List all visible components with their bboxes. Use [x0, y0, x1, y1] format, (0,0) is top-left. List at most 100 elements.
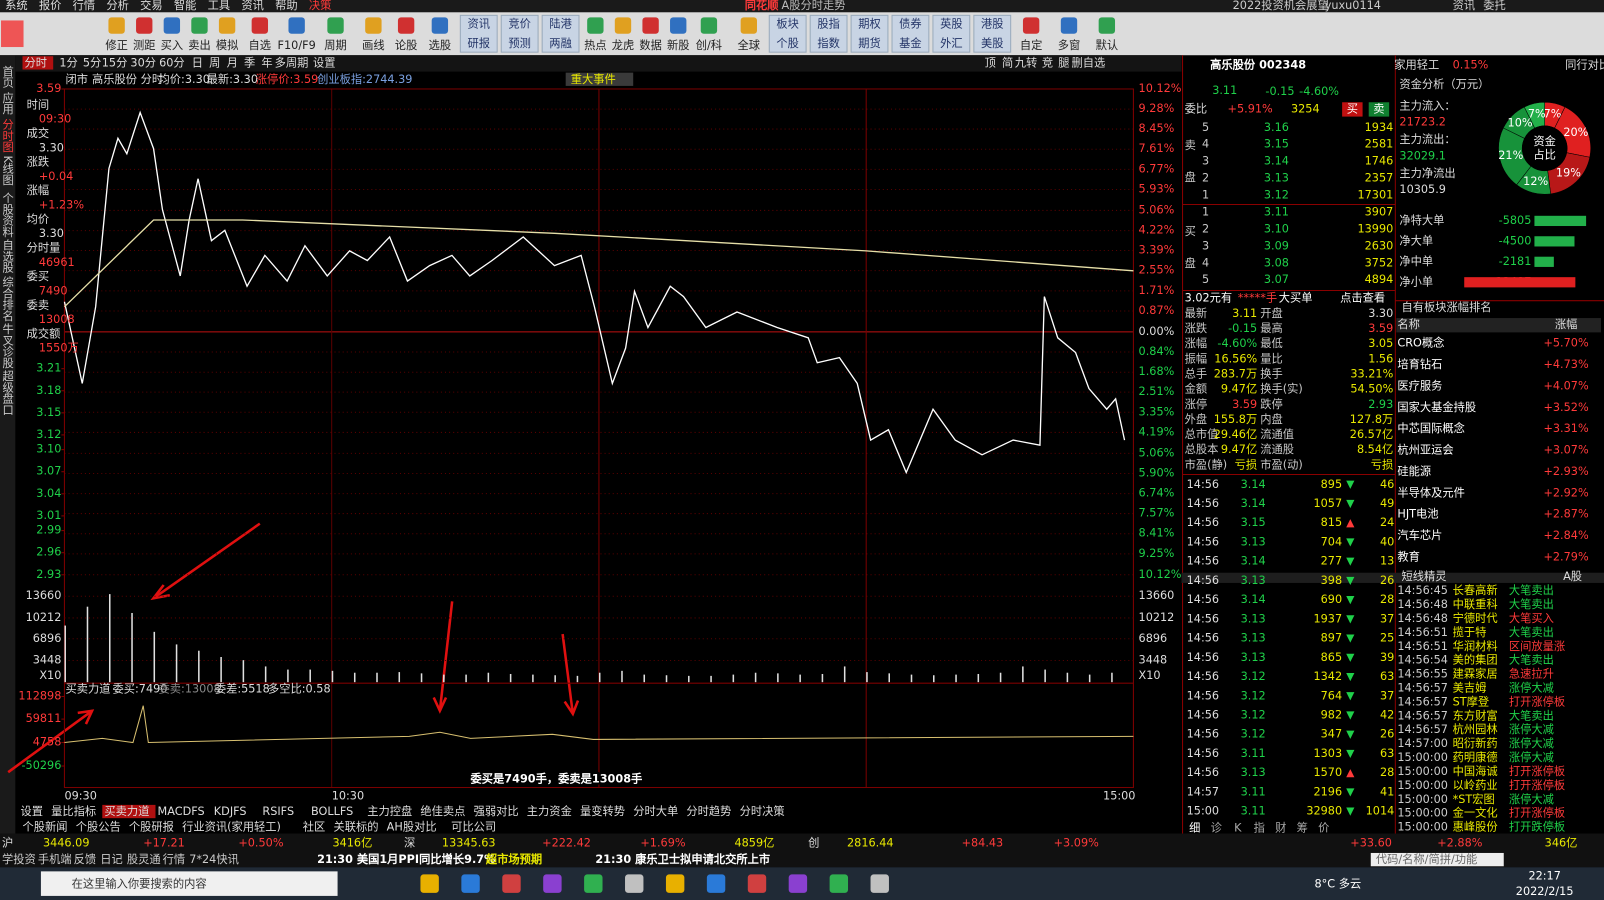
tool-icon[interactable]: [1060, 17, 1078, 34]
menu-item[interactable]: 行情: [73, 0, 96, 12]
tool-button[interactable]: 基金: [899, 36, 922, 50]
tool-icon[interactable]: [397, 17, 415, 34]
tool-pair[interactable]: [768, 14, 807, 53]
tool-button[interactable]: 热点: [584, 39, 607, 52]
period-tab[interactable]: 多周期: [275, 55, 309, 69]
tool-button[interactable]: 美股: [981, 37, 1004, 50]
sector-name[interactable]: 国家大基金持股: [1397, 400, 1476, 414]
taskbar-icon[interactable]: [788, 874, 808, 893]
tool-pair[interactable]: [500, 14, 539, 53]
period-tab[interactable]: 设置: [313, 56, 336, 69]
side-tab[interactable]: 首页: [1, 64, 14, 88]
panel-tab[interactable]: 指: [1254, 820, 1265, 834]
status-link[interactable]: 7*24快讯: [189, 853, 239, 866]
tool-tab[interactable]: 简: [1002, 55, 1013, 69]
tool-icon[interactable]: [431, 17, 449, 34]
event-tab[interactable]: 重大事件: [571, 72, 616, 86]
sector-name[interactable]: 中芯国际概念: [1397, 421, 1465, 435]
sector-name[interactable]: 杭州亚运会: [1397, 443, 1453, 457]
tool-button[interactable]: 测距: [133, 39, 156, 52]
sector-name[interactable]: 汽车芯片: [1397, 528, 1442, 542]
code-input[interactable]: 代码/名称/简拼/功能: [1376, 852, 1477, 866]
tool-icon[interactable]: [288, 17, 305, 34]
panel-tab[interactable]: 筹: [1297, 820, 1308, 834]
menu-item[interactable]: 系统: [5, 0, 28, 12]
indicator-tab[interactable]: 量变转势: [580, 804, 625, 818]
panel-tab[interactable]: 诊: [1211, 820, 1223, 834]
tool-button[interactable]: 创/科: [696, 38, 722, 52]
indicator-tab[interactable]: 主力控盘: [367, 804, 412, 818]
side-tab[interactable]: K线图: [1, 155, 14, 186]
tool-icon[interactable]: [587, 17, 604, 34]
tool-icon[interactable]: [670, 17, 687, 34]
side-tab[interactable]: 个股资料: [1, 192, 14, 238]
info-tab[interactable]: 个股研报: [129, 819, 174, 833]
tool-icon[interactable]: [136, 17, 153, 34]
panel-tab[interactable]: 财: [1275, 820, 1286, 834]
info-tab[interactable]: AH股对比: [387, 819, 437, 833]
tool-button[interactable]: 买入: [161, 39, 184, 52]
tool-tab[interactable]: 腿: [1058, 56, 1069, 69]
status-link[interactable]: 行情: [163, 853, 186, 866]
tool-button[interactable]: 数据: [639, 38, 662, 52]
tool-pair[interactable]: [809, 14, 848, 53]
taskbar-icon[interactable]: [543, 874, 562, 893]
sector-name[interactable]: 医疗服务: [1397, 378, 1442, 392]
period-tab[interactable]: 5分: [83, 56, 101, 69]
tool-button[interactable]: 港股: [981, 18, 1004, 31]
tool-pair[interactable]: [541, 14, 580, 53]
taskbar-search[interactable]: 在这里输入你要搜索的内容: [72, 877, 207, 891]
tool-button[interactable]: 论股: [395, 38, 418, 52]
tool-button[interactable]: F10/F9: [278, 39, 316, 52]
status-link[interactable]: 日记: [100, 853, 123, 866]
tool-pair[interactable]: [850, 14, 889, 53]
tool-button[interactable]: 全球: [738, 38, 761, 52]
taskbar-icon[interactable]: [625, 874, 644, 893]
side-tab[interactable]: 自选股: [1, 239, 14, 273]
tool-icon[interactable]: [1098, 17, 1116, 34]
info-tab[interactable]: 社区: [303, 819, 326, 833]
menu-item[interactable]: 资讯: [241, 0, 264, 12]
info-tab[interactable]: 个股公告: [76, 820, 121, 833]
sector-name[interactable]: 培育钻石: [1397, 357, 1442, 371]
period-tab[interactable]: 周: [209, 56, 220, 69]
tool-button[interactable]: 模拟: [216, 38, 239, 52]
sector-name[interactable]: CRO概念: [1397, 336, 1444, 350]
tool-icon[interactable]: [365, 17, 382, 34]
side-tab[interactable]: 牛叉诊股: [1, 322, 14, 369]
indicator-tab[interactable]: RSIFS: [262, 805, 294, 818]
period-tab[interactable]: 分时: [25, 56, 48, 69]
side-tab[interactable]: 应用: [1, 91, 14, 115]
tool-button[interactable]: 画线: [362, 38, 385, 52]
tool-button[interactable]: 债券: [899, 17, 922, 31]
sector-name[interactable]: 教育: [1397, 549, 1420, 563]
menu-item[interactable]: 决策: [309, 0, 332, 12]
tool-pair[interactable]: [973, 14, 1012, 53]
tool-button[interactable]: 陆港: [549, 17, 572, 31]
period-tab[interactable]: 1分: [59, 56, 77, 69]
tool-button[interactable]: 多窗: [1058, 38, 1081, 52]
tool-icon[interactable]: [218, 17, 236, 34]
info-tab[interactable]: 个股新闻: [23, 819, 68, 833]
period-tab[interactable]: 年: [261, 55, 272, 69]
sector-head[interactable]: 涨幅: [1555, 318, 1578, 331]
tool-button[interactable]: 期货: [858, 36, 881, 50]
indicator-tab[interactable]: 分时趋势: [686, 805, 731, 818]
tool-tab[interactable]: 删自选: [1072, 56, 1106, 69]
sector-name[interactable]: 半导体及元件: [1397, 485, 1465, 499]
tool-button[interactable]: 个股: [776, 37, 799, 50]
tool-button[interactable]: 板块: [776, 17, 799, 31]
tool-icon[interactable]: [614, 17, 632, 34]
buy-button[interactable]: 买: [1347, 102, 1358, 115]
tool-icon[interactable]: [163, 17, 181, 34]
big-order[interactable]: 点击查看: [1340, 291, 1385, 305]
taskbar-icon[interactable]: [829, 874, 849, 893]
tool-button[interactable]: 自选: [249, 39, 272, 52]
info-tab[interactable]: 可比公司: [451, 820, 496, 833]
tool-button[interactable]: 股指: [817, 17, 840, 31]
tool-button[interactable]: 修正: [105, 38, 128, 52]
code-input[interactable]: [1370, 852, 1504, 867]
tool-button[interactable]: 选股: [429, 39, 452, 52]
tool-button[interactable]: 龙虎: [612, 39, 635, 52]
tool-pair[interactable]: [459, 14, 498, 53]
